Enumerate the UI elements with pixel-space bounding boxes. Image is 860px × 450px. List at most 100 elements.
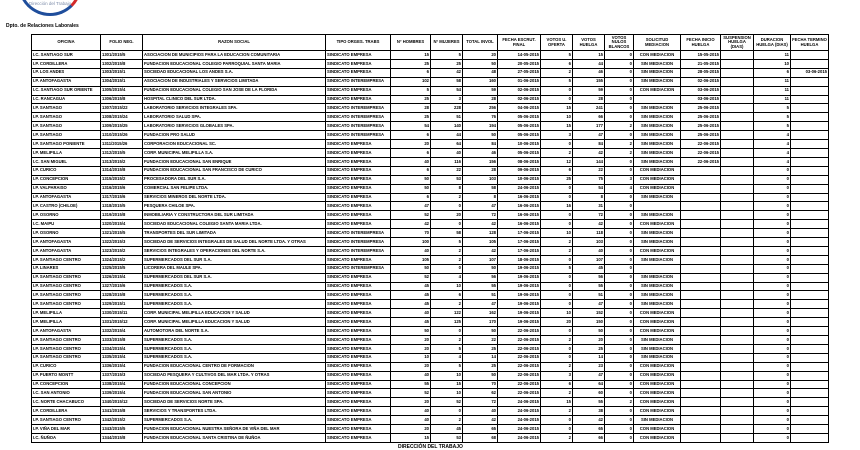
table-cell: 03-06-2015: [680, 85, 721, 96]
table-cell: 47: [572, 299, 605, 310]
table-cell: I.P. LINARES: [31, 263, 101, 274]
table-cell: 0: [753, 308, 791, 319]
table-cell: I.P. PUERTO MONTT: [31, 370, 101, 381]
table-cell: COMERCIAL SAN FELIPE LTDA.: [142, 183, 326, 194]
table-cell: 0: [604, 263, 634, 274]
table-cell: 03-06-2015: [790, 67, 829, 78]
table-cell: 118: [572, 228, 605, 239]
table-cell: 8: [430, 183, 463, 194]
table-cell: 2: [604, 139, 634, 149]
table-cell: 0: [753, 379, 791, 390]
table-cell: 2: [430, 245, 463, 256]
table-cell: 50: [390, 174, 431, 185]
table-cell: [720, 397, 754, 408]
table-cell: 1322/2015/3: [100, 237, 143, 247]
table-cell: 0: [604, 424, 634, 434]
table-cell: [720, 424, 754, 434]
table-cell: 05-06-2015: [497, 112, 541, 123]
table-cell: [790, 85, 829, 96]
table-cell: 28: [462, 165, 498, 176]
table-cell: 125: [430, 317, 463, 328]
table-cell: 1320/2015/4: [100, 219, 143, 230]
table-cell: 6: [540, 379, 573, 390]
table-row: I.P. CONCEPCION 1315/2015/2 PROCESADORA DE…: [31, 174, 829, 185]
table-cell: 55: [390, 379, 431, 390]
table-cell: 19-06-2015: [497, 281, 541, 292]
table-cell: FUNDACION EDUCACIONAL SAN FRANCISCO DE C…: [142, 165, 326, 176]
table-cell: CON MEDIACION: [633, 406, 681, 417]
table-cell: 1342/2015/2: [100, 415, 143, 426]
column-header: N° HOMBRES: [390, 34, 431, 51]
table-cell: 20-05-2015: [497, 58, 541, 69]
table-cell: SUPERMERCADOS S.A.: [142, 281, 326, 292]
table-cell: 60: [572, 388, 605, 399]
table-cell: 24-06-2015: [497, 432, 541, 444]
table-cell: 2: [540, 67, 573, 78]
table-cell: 0: [540, 272, 573, 283]
table-cell: 05-06-2015: [497, 121, 541, 132]
table-cell: 11: [753, 76, 791, 87]
table-cell: [680, 290, 721, 301]
table-cell: 0: [540, 299, 573, 310]
table-cell: I.P. CORDILLERA: [31, 406, 101, 417]
table-cell: INMOBILIARIA Y CONSTRUCTORA DEL SUR LIMI…: [142, 210, 326, 221]
table-cell: 0: [540, 424, 573, 434]
table-cell: 6: [540, 165, 573, 176]
table-cell: 0: [540, 343, 573, 354]
table-cell: SINDICATO EMPRESA: [325, 139, 391, 149]
table-cell: 0: [753, 192, 791, 203]
table-cell: SINDICATO EMPRESA: [325, 361, 391, 372]
table-cell: 14: [572, 352, 605, 363]
table-cell: I.P. CURICO: [31, 165, 101, 176]
table-cell: 0: [604, 335, 634, 345]
table-cell: 0: [604, 432, 634, 444]
table-cell: 46: [572, 67, 605, 78]
table-row: I.P. SANTIAGO CENTRO 1334/2015/4 SUPERMERC…: [31, 343, 829, 354]
table-cell: 17-06-2015: [497, 237, 541, 247]
table-cell: 15: [390, 432, 431, 444]
table-cell: 150: [572, 317, 605, 328]
table-cell: 02-06-2015: [497, 94, 541, 105]
table-cell: 5: [753, 121, 791, 132]
table-cell: I.P. ANTOFAGASTA: [31, 237, 101, 247]
table-cell: 25: [390, 112, 431, 123]
table-cell: 1306/2015/8: [100, 94, 143, 105]
table-cell: 05-06-2015: [497, 130, 541, 141]
column-header: TIPO ORGES. TRABS: [325, 34, 391, 51]
table-cell: 09-06-2015: [497, 165, 541, 176]
column-header: VOTOS NULOS BLANCOS: [604, 34, 634, 51]
table-cell: SUPERMERCADOS S.A.: [142, 343, 326, 354]
column-header: FOLIO NEG.: [100, 34, 143, 51]
column-header: SUSPENSION HUELGA (DIAS): [720, 34, 754, 51]
table-cell: 0: [604, 352, 634, 363]
table-cell: 0: [604, 308, 634, 319]
table-cell: 1301/2015/5: [100, 50, 143, 60]
table-cell: [790, 254, 829, 265]
table-cell: 256: [462, 103, 498, 114]
table-cell: CON MEDIACION: [633, 388, 681, 399]
table-cell: 0: [604, 85, 634, 96]
table-cell: 105: [390, 254, 431, 265]
table-row: I.P. CURICO 1314/2015/8 FUNDACION EDUCACIO…: [31, 165, 829, 176]
table-cell: SIN MEDIACION: [633, 335, 681, 345]
table-cell: 56: [462, 272, 498, 283]
table-cell: I.P. SANTIAGO CENTRO: [31, 352, 101, 363]
table-cell: [720, 121, 754, 132]
table-cell: 20: [390, 335, 431, 345]
table-cell: [720, 76, 754, 87]
table-cell: I.C. MAIPU: [31, 219, 101, 230]
table-cell: 0: [604, 317, 634, 328]
table-cell: 24-06-2015: [497, 406, 541, 417]
table-cell: 6: [390, 67, 431, 78]
table-cell: [680, 379, 721, 390]
table-cell: SINDICATO EMPRESA: [325, 352, 391, 363]
table-cell: [790, 228, 829, 239]
table-cell: 0: [753, 326, 791, 336]
table-cell: 2: [540, 361, 573, 372]
table-cell: 14: [462, 352, 498, 363]
table-cell: 1326/2015/4: [100, 272, 143, 283]
table-cell: [790, 210, 829, 221]
table-cell: 75: [572, 174, 605, 185]
table-cell: 51: [572, 290, 605, 301]
table-cell: HOSPITAL CLINICO DEL SUR LTDA.: [142, 94, 326, 105]
